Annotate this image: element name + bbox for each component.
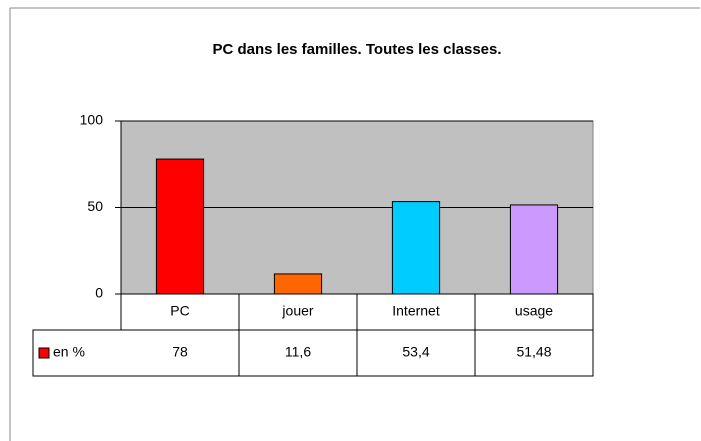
- y-tick-label: 0: [95, 285, 103, 301]
- bar: [391, 201, 441, 295]
- x-tick-label: Internet: [392, 303, 440, 319]
- bar: [155, 158, 205, 295]
- data-table: [32, 329, 594, 377]
- y-tick-label: 100: [80, 112, 104, 128]
- legend-key: [38, 347, 50, 359]
- table-value: 78: [172, 344, 188, 360]
- legend-label: en %: [53, 344, 85, 360]
- y-tick-label: 50: [87, 198, 103, 214]
- table-value: 11,6: [285, 344, 311, 360]
- chart-title: PC dans les familles. Toutes les classes…: [212, 41, 501, 58]
- x-tick-label: PC: [170, 303, 189, 319]
- x-tick-label: usage: [515, 303, 553, 319]
- x-tick-label: jouer: [281, 303, 313, 319]
- bar: [273, 273, 323, 295]
- bar: [509, 204, 559, 295]
- table-value: 53,4: [402, 344, 429, 360]
- table-value: 51,48: [516, 344, 551, 360]
